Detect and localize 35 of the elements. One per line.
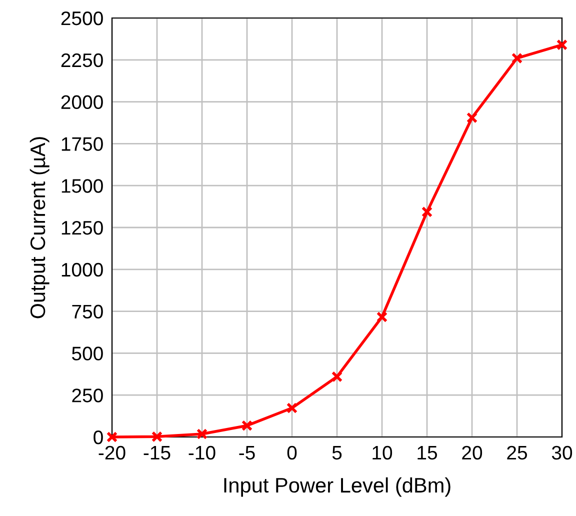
x-tick-label: -15 (144, 446, 170, 460)
point (376, 311, 388, 323)
point (106, 431, 118, 443)
point (151, 431, 163, 442)
point (241, 420, 253, 432)
point (511, 52, 523, 64)
x-axis-title: Input Power Level (dBm) (224, 477, 450, 497)
y-tick-label: 2250 (61, 53, 103, 68)
x-tick-label: 5 (332, 446, 342, 460)
point (466, 112, 478, 124)
y-tick-label: 500 (72, 346, 103, 360)
y-tick-label: 1500 (62, 179, 103, 193)
point (331, 371, 343, 382)
x-tick-label: -20 (98, 446, 126, 460)
x-tick-label: 10 (372, 446, 392, 460)
y-tick-label: 250 (72, 388, 103, 402)
x-tick-label: 15 (418, 446, 437, 460)
y-tick-label: 1250 (62, 220, 103, 235)
y-tick-label: 0 (94, 430, 103, 444)
y-tick-label: 1750 (62, 137, 103, 151)
x-tick-label: -10 (188, 446, 216, 460)
y-tick-label: 2000 (61, 95, 103, 110)
point (196, 428, 208, 440)
y-axis-title: Output Current (µA) (30, 137, 50, 318)
x-tick-label: 20 (462, 446, 482, 460)
point (286, 402, 298, 414)
x-tick-label: 0 (287, 446, 297, 460)
y-tick-label: 1000 (62, 262, 103, 277)
y-tick-label: 2500 (61, 11, 103, 26)
point (556, 39, 568, 50)
x-tick-label: -5 (239, 446, 255, 460)
x-tick-label: 30 (552, 446, 572, 460)
point (421, 206, 433, 218)
y-tick-label: 750 (72, 304, 103, 319)
x-tick-label: 25 (507, 446, 527, 460)
